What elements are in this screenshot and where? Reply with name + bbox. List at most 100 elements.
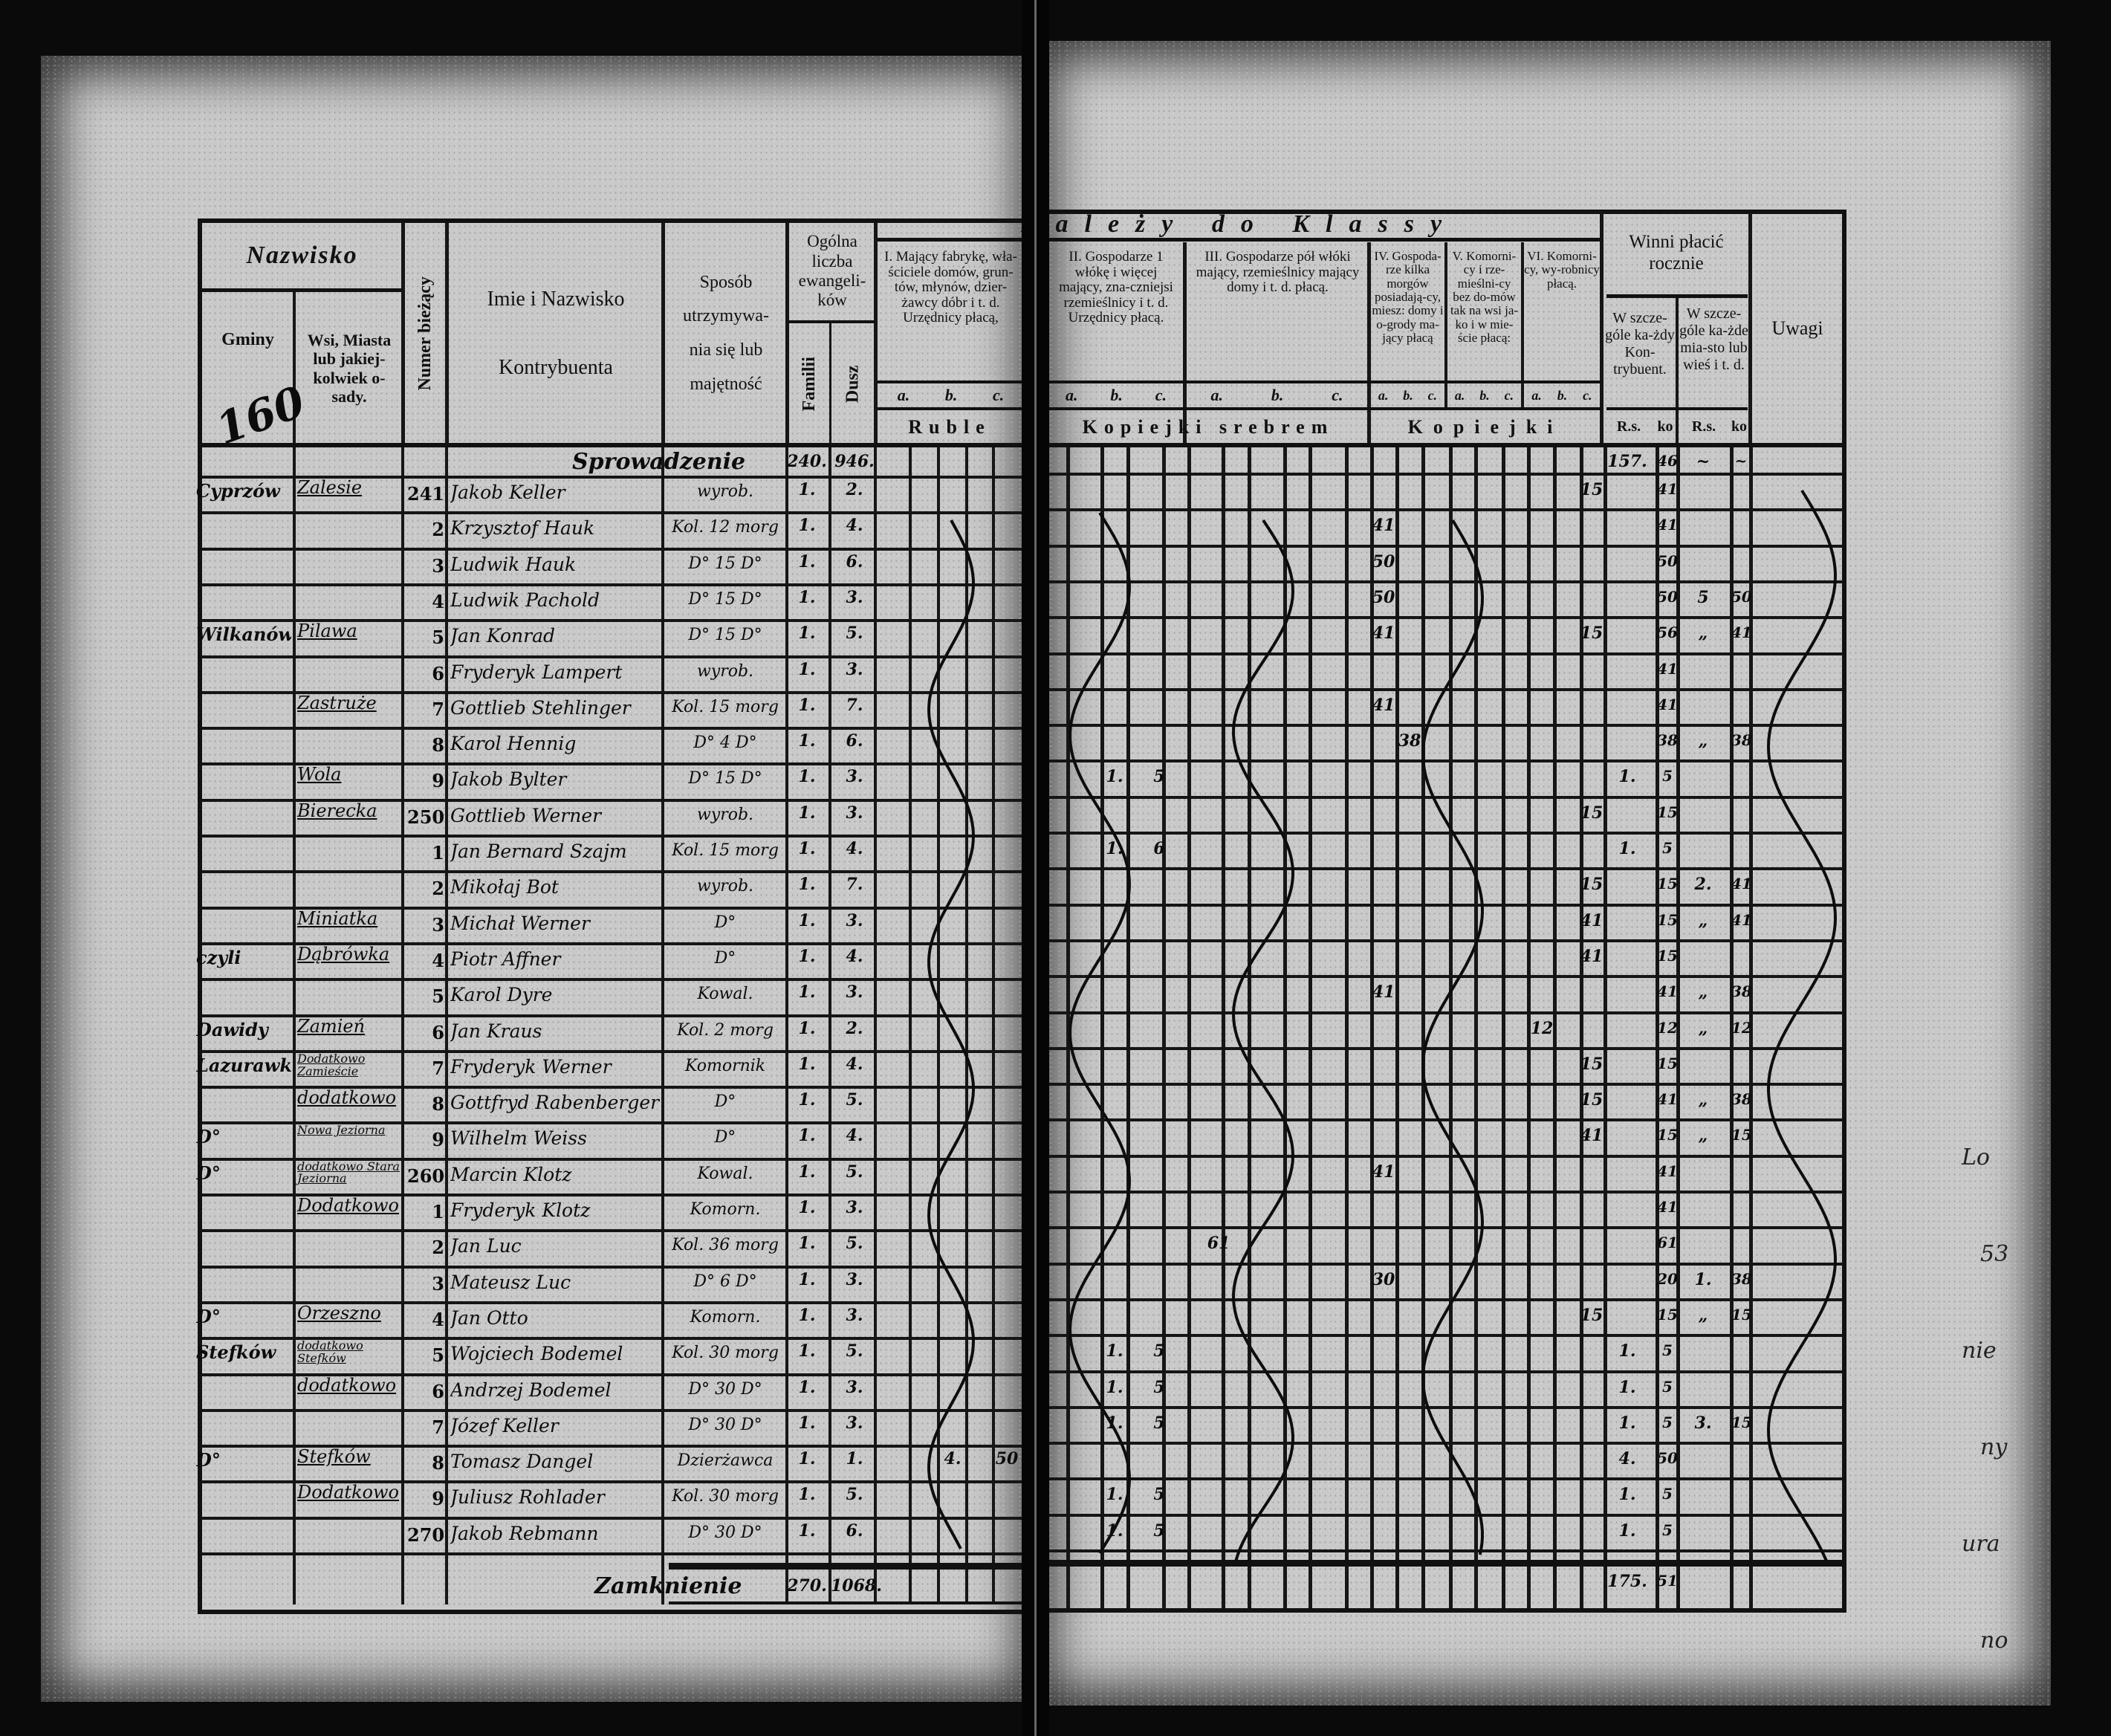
- header-wsi: Wsi, Miasta lub jakiej-kolwiek o-sady.: [307, 330, 392, 406]
- grid-row-rule: [1048, 1226, 1843, 1230]
- row-w1-ko: 5: [1662, 767, 1673, 786]
- row-dusz: 4.: [846, 1054, 863, 1074]
- row-name: Jakob Bylter: [450, 768, 567, 791]
- row-familii: 1.: [798, 982, 816, 1003]
- row-familii: 1.: [798, 480, 816, 499]
- grid-row-rule: [201, 1516, 1025, 1520]
- row-class-value: 41: [1372, 1162, 1395, 1182]
- grid-row-rule: [1048, 939, 1843, 942]
- row-sposob: Komorn.: [690, 1307, 761, 1327]
- row-w1-ko: 15: [1657, 803, 1678, 821]
- row-dusz: 5.: [846, 1234, 863, 1254]
- row-class-value: 5: [1153, 767, 1165, 787]
- row-sposob: Kol. 2 morg: [677, 1020, 774, 1040]
- row-w2-rs: „: [1698, 731, 1708, 751]
- row-class-value: 30: [1372, 1269, 1395, 1289]
- grid-row-rule: [1048, 867, 1843, 871]
- grid-column-rule: [445, 447, 448, 1604]
- row-w1-ko: 5: [1662, 839, 1673, 857]
- row-wies: Dodatkowo: [297, 1195, 399, 1216]
- row-w1-rs: 1.: [1618, 767, 1636, 787]
- divider: [401, 223, 405, 444]
- row-w1-ko: 5: [1662, 1485, 1673, 1503]
- row-familii: 1.: [798, 1269, 816, 1289]
- margin-note: nie: [1962, 1338, 1997, 1364]
- row-name: Marcin Klotz: [450, 1163, 572, 1185]
- divider: [661, 223, 665, 444]
- divider: [1676, 298, 1679, 444]
- letter-a: a.: [1378, 387, 1389, 403]
- row-familii: 1.: [798, 875, 816, 895]
- grid-row-rule: [201, 906, 1025, 910]
- row-w1-rs: 4.: [1618, 1449, 1636, 1469]
- row-name: Jan Bernard Szajm: [450, 841, 627, 862]
- row-number: 2: [432, 878, 444, 900]
- row-dusz: 3.: [846, 1413, 863, 1433]
- row-class-value: 1.: [1106, 1341, 1123, 1361]
- row-familii: 1.: [798, 1162, 816, 1182]
- row-number: 6: [432, 1021, 444, 1043]
- header-familii: Familii: [789, 323, 830, 444]
- row-name: Mateusz Luc: [450, 1271, 571, 1293]
- row-w2-ko: 38: [1731, 982, 1752, 1001]
- letter-b: b.: [1110, 386, 1123, 405]
- row-class-value: 15: [1580, 480, 1603, 499]
- row-dusz: 3.: [846, 1269, 863, 1289]
- row-sposob: D° 30 D°: [688, 1523, 762, 1542]
- row-number: 2: [432, 1237, 444, 1259]
- grid-row-rule: [1048, 473, 1843, 476]
- row-w2-rs: 5: [1697, 587, 1709, 607]
- row-familii: 1.: [798, 1413, 816, 1433]
- grid-row-rule: [1048, 760, 1843, 763]
- row-w2-ko: 38: [1731, 731, 1752, 750]
- row-familii: 1.: [798, 1018, 816, 1038]
- grid-row-rule: [201, 835, 1025, 838]
- row-sposob: Kowal.: [697, 1164, 753, 1183]
- row-name: Piotr Affner: [450, 948, 561, 970]
- header-class-IV: IV. Gospoda-rze kilka morgów posiadają-c…: [1372, 249, 1444, 346]
- row-sposob: D° 15 D°: [688, 589, 762, 609]
- row-dusz: 4.: [846, 946, 863, 966]
- letter-b: b.: [944, 386, 958, 405]
- row-gmina: D°: [196, 1126, 221, 1148]
- grid-column-rule: [1749, 447, 1753, 1608]
- row-class-value: 41: [1580, 946, 1603, 966]
- row-familii: 1.: [798, 803, 816, 823]
- row-w1-ko: 20: [1657, 1269, 1678, 1288]
- row-class-value: 5: [1153, 1413, 1165, 1433]
- row-name: Juliusz Rohlader: [450, 1486, 605, 1509]
- row-number: 8: [432, 1452, 444, 1474]
- row-w1-ko: 41: [1657, 516, 1678, 534]
- header-uwagi: Uwagi: [1771, 317, 1823, 340]
- letter-a: a.: [1454, 387, 1465, 403]
- row-familii: 1.: [798, 1126, 816, 1146]
- row-dusz: 5.: [846, 1162, 863, 1182]
- row-class-value: 15: [1580, 1054, 1603, 1074]
- row-sposob: wyrob.: [696, 877, 754, 896]
- row-name: Gottfryd Rabenberger: [450, 1092, 660, 1114]
- row-dusz: 5.: [846, 1090, 863, 1110]
- grid-row-rule: [201, 1445, 1025, 1448]
- row-dusz: 6.: [846, 731, 863, 751]
- grid-column-rule: [874, 447, 877, 1604]
- row-sposob: D° 15 D°: [688, 554, 762, 573]
- header-nalezy-do-klassy: Należy do Klassy: [1020, 210, 1459, 239]
- row-class-value: 61: [1207, 1234, 1230, 1254]
- header-class-VI: VI. Komorni-cy, wy-robnicy płacą.: [1524, 249, 1600, 291]
- row-dusz: 3.: [846, 587, 863, 607]
- row-familii: 1.: [798, 659, 816, 679]
- row-name: Wilhelm Weiss: [450, 1127, 587, 1150]
- row-number: 8: [432, 1093, 444, 1115]
- grid-row-rule: [201, 762, 1025, 766]
- row-w1-ko: 5: [1662, 1377, 1673, 1396]
- row-familii: 1.: [798, 516, 816, 536]
- letter-c: c.: [992, 386, 1005, 405]
- header-numer: Numer bieżący: [405, 223, 447, 444]
- row-familii: 1.: [798, 1377, 816, 1397]
- row-w1-ko: 5: [1662, 1341, 1673, 1360]
- row-wies: dodatkowo: [297, 1374, 397, 1396]
- row-sposob: D° 6 D°: [693, 1272, 757, 1291]
- row-class-value: 41: [1372, 982, 1395, 1003]
- row-wies: Dąbrówka: [297, 943, 390, 965]
- row-class-value: 1.: [1106, 1413, 1123, 1433]
